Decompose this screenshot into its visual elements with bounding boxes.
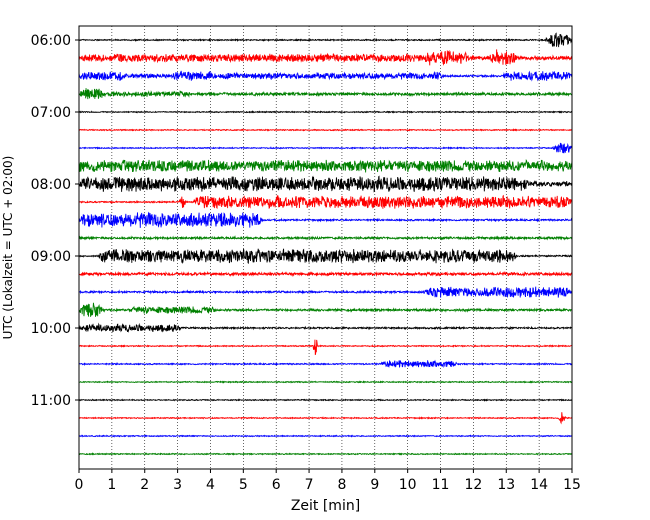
trace-1130 <box>78 452 573 456</box>
trace-0645 <box>78 110 573 114</box>
x-tick-label: 15 <box>563 477 581 493</box>
seismic-traces <box>78 32 573 456</box>
x-tick-label: 10 <box>399 477 417 493</box>
x-tick-label: 6 <box>272 477 281 493</box>
trace-0915 <box>78 286 573 298</box>
trace-1015 <box>78 359 573 369</box>
y-tick-label: 10:00 <box>31 321 71 337</box>
x-tick-label: 12 <box>464 477 482 493</box>
trace-0945 <box>78 322 573 333</box>
trace-1045 <box>78 398 573 402</box>
x-tick-label: 5 <box>239 477 248 493</box>
y-axis-ticks: 06:00 07:00 08:00 09:00 10:00 11:00 <box>31 33 79 409</box>
trace-0545 <box>78 32 573 48</box>
x-tick-label: 7 <box>305 477 314 493</box>
trace-1000 <box>78 339 573 356</box>
trace-1115 <box>78 434 573 438</box>
x-tick-label: 2 <box>140 477 149 493</box>
x-tick-label: 3 <box>173 477 182 493</box>
trace-1100 <box>78 412 573 425</box>
y-axis-label: UTC (Lokalzeit = UTC + 02:00) <box>1 156 15 340</box>
trace-0900 <box>78 270 573 278</box>
x-tick-label: 9 <box>370 477 379 493</box>
x-tick-label: 0 <box>75 477 84 493</box>
trace-0600 <box>78 49 573 66</box>
x-axis-label: Zeit [min] <box>291 498 360 514</box>
trace-0715 <box>78 142 573 154</box>
trace-0730 <box>78 159 573 173</box>
x-tick-label: 8 <box>337 477 346 493</box>
trace-0845 <box>78 247 573 265</box>
trace-0615 <box>78 70 573 82</box>
trace-0800 <box>78 194 573 210</box>
x-axis-ticks: 0 1 2 3 4 5 6 7 8 9 10 11 12 13 14 15 <box>75 469 581 493</box>
x-gridlines <box>111 26 540 469</box>
trace-1030 <box>78 380 573 384</box>
plot-frame <box>78 25 573 470</box>
trace-0745 <box>78 175 573 193</box>
x-tick-label: 11 <box>432 477 450 493</box>
trace-0815 <box>78 211 573 228</box>
x-tick-label: 4 <box>206 477 215 493</box>
trace-0930 <box>78 302 573 317</box>
trace-0830 <box>78 235 573 241</box>
y-tick-label: 11:00 <box>31 393 71 409</box>
y-tick-label: 08:00 <box>31 177 71 193</box>
trace-0630 <box>78 88 573 100</box>
y-tick-label: 09:00 <box>31 249 71 265</box>
trace-0700 <box>78 128 573 132</box>
x-tick-label: 1 <box>107 477 116 493</box>
y-tick-label: 07:00 <box>31 105 71 121</box>
y-tick-label: 06:00 <box>31 33 71 49</box>
x-tick-label: 13 <box>497 477 515 493</box>
x-tick-label: 14 <box>530 477 548 493</box>
